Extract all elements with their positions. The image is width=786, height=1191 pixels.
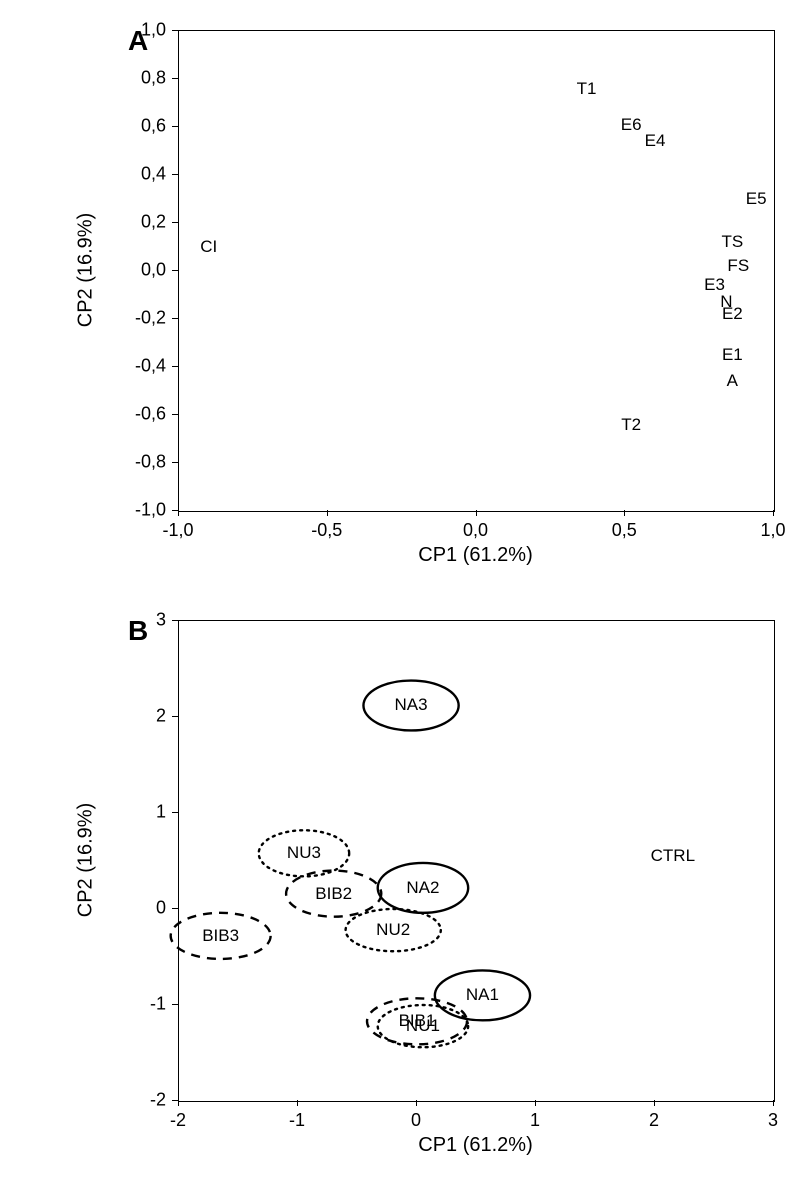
- data-point-label: FS: [727, 256, 749, 276]
- y-tick: [172, 462, 178, 463]
- x-tick-label: 2: [649, 1110, 659, 1131]
- y-tick-label: -0,6: [135, 404, 166, 425]
- data-point-label: CTRL: [651, 846, 695, 866]
- y-tick-label: 0,8: [141, 68, 166, 89]
- y-tick: [172, 620, 178, 621]
- x-tick: [178, 1100, 179, 1106]
- page: A CIT1E6E4E5TSFSE3NE2E1AT2 CP1 (61.2%) C…: [0, 0, 786, 1191]
- data-point-label: CI: [200, 237, 217, 257]
- x-axis-label-b: CP1 (61.2%): [418, 1134, 533, 1157]
- y-tick: [172, 414, 178, 415]
- x-tick: [773, 510, 774, 516]
- y-tick-label: 0: [156, 898, 166, 919]
- x-tick: [773, 1100, 774, 1106]
- x-tick: [624, 510, 625, 516]
- x-tick: [178, 510, 179, 516]
- x-tick-label: -2: [170, 1110, 186, 1131]
- x-tick: [327, 510, 328, 516]
- y-tick: [172, 78, 178, 79]
- y-tick: [172, 270, 178, 271]
- y-tick: [172, 908, 178, 909]
- y-tick-label: 1,0: [141, 20, 166, 41]
- x-tick: [476, 510, 477, 516]
- y-tick-label: -0,4: [135, 356, 166, 377]
- y-tick-label: 1: [156, 802, 166, 823]
- y-tick-label: 0,2: [141, 212, 166, 233]
- data-point-label: TS: [721, 232, 743, 252]
- data-point-label: E1: [722, 345, 743, 365]
- y-axis-label-a: CP2 (16.9%): [75, 213, 98, 328]
- y-tick: [172, 366, 178, 367]
- y-tick: [172, 222, 178, 223]
- plot-area-b: NA3NU3BIB2NA2NU2BIB3NA1BIB1NU1CTRL: [178, 620, 775, 1102]
- data-point-label: T2: [621, 415, 641, 435]
- data-point-label: BIB3: [202, 926, 239, 946]
- x-axis-label-a: CP1 (61.2%): [418, 544, 533, 567]
- x-tick-label: 0: [411, 1110, 421, 1131]
- y-tick: [172, 126, 178, 127]
- data-point-label: T1: [577, 79, 597, 99]
- x-tick-label: 0,5: [612, 520, 637, 541]
- data-point-label: E5: [746, 189, 767, 209]
- panel-a: A CIT1E6E4E5TSFSE3NE2E1AT2 CP1 (61.2%) C…: [58, 15, 786, 590]
- plot-area-a: CIT1E6E4E5TSFSE3NE2E1AT2: [178, 30, 775, 512]
- x-tick-label: -1,0: [162, 520, 193, 541]
- data-point-label: NA3: [395, 695, 428, 715]
- y-tick-label: -0,2: [135, 308, 166, 329]
- data-point-label: NU3: [287, 843, 321, 863]
- data-point-label: E4: [645, 131, 666, 151]
- x-tick: [297, 1100, 298, 1106]
- y-tick: [172, 1004, 178, 1005]
- x-tick-label: 0,0: [463, 520, 488, 541]
- x-tick: [535, 1100, 536, 1106]
- data-point-label: NA1: [466, 985, 499, 1005]
- data-point-label: BIB2: [315, 884, 352, 904]
- y-tick-label: 0,0: [141, 260, 166, 281]
- x-tick: [416, 1100, 417, 1106]
- y-tick-label: -2: [150, 1090, 166, 1111]
- y-tick-label: -1: [150, 994, 166, 1015]
- y-tick-label: -1,0: [135, 500, 166, 521]
- y-tick-label: 0,6: [141, 116, 166, 137]
- y-tick: [172, 30, 178, 31]
- data-point-label: NU1: [406, 1016, 440, 1036]
- data-point-label: NU2: [376, 920, 410, 940]
- x-tick-label: -1: [289, 1110, 305, 1131]
- data-point-label: NA2: [406, 878, 439, 898]
- y-tick: [172, 812, 178, 813]
- y-tick: [172, 174, 178, 175]
- x-tick-label: 1,0: [760, 520, 785, 541]
- panel-letter-b: B: [128, 615, 148, 647]
- y-tick-label: -0,8: [135, 452, 166, 473]
- y-tick-label: 2: [156, 706, 166, 727]
- y-tick: [172, 318, 178, 319]
- x-tick: [654, 1100, 655, 1106]
- y-tick-label: 3: [156, 610, 166, 631]
- y-tick: [172, 716, 178, 717]
- y-tick: [172, 1100, 178, 1101]
- x-tick-label: 1: [530, 1110, 540, 1131]
- x-tick-label: 3: [768, 1110, 778, 1131]
- data-point-label: A: [727, 371, 738, 391]
- data-point-label: E2: [722, 304, 743, 324]
- data-point-label: E6: [621, 115, 642, 135]
- y-tick-label: 0,4: [141, 164, 166, 185]
- y-tick: [172, 510, 178, 511]
- y-axis-label-b: CP2 (16.9%): [75, 803, 98, 918]
- x-tick-label: -0,5: [311, 520, 342, 541]
- panel-b: B NA3NU3BIB2NA2NU2BIB3NA1BIB1NU1CTRL CP1…: [58, 605, 786, 1180]
